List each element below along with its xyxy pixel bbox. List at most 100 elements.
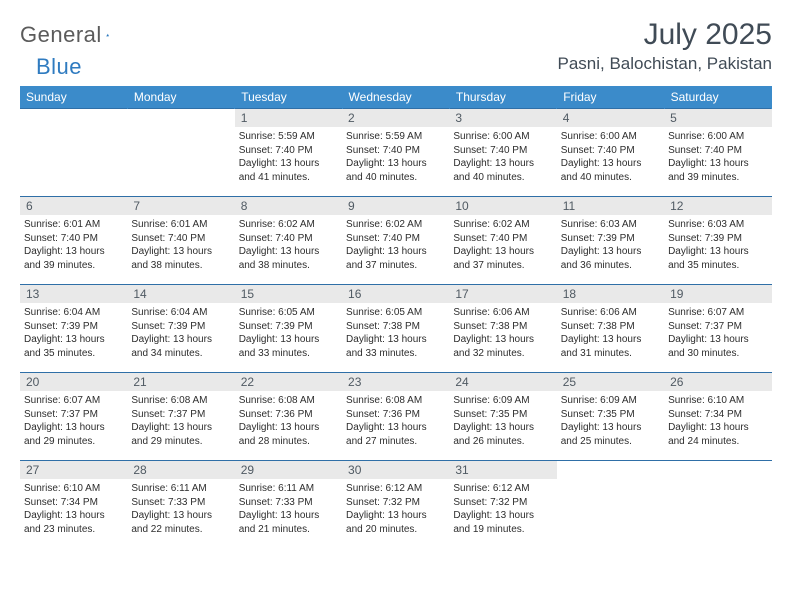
brand-sail-icon [106,25,110,45]
day-number: 9 [342,197,449,215]
sunrise-text: Sunrise: 6:08 AM [239,394,338,408]
weekday-header: Sunday [20,86,127,109]
daylight-text: Daylight: 13 hours and 40 minutes. [561,157,660,184]
day-details: Sunrise: 6:10 AMSunset: 7:34 PMDaylight:… [20,479,127,540]
day-number: 31 [449,461,556,479]
sunrise-text: Sunrise: 6:03 AM [561,218,660,232]
calendar-day-cell: 23Sunrise: 6:08 AMSunset: 7:36 PMDayligh… [342,373,449,461]
daylight-text: Daylight: 13 hours and 29 minutes. [131,421,230,448]
calendar-week-row: 20Sunrise: 6:07 AMSunset: 7:37 PMDayligh… [20,373,772,461]
day-details: Sunrise: 6:12 AMSunset: 7:32 PMDaylight:… [449,479,556,540]
daylight-text: Daylight: 13 hours and 40 minutes. [346,157,445,184]
calendar-day-cell: 15Sunrise: 6:05 AMSunset: 7:39 PMDayligh… [235,285,342,373]
day-details: Sunrise: 6:07 AMSunset: 7:37 PMDaylight:… [20,391,127,452]
day-number: 24 [449,373,556,391]
sunset-text: Sunset: 7:38 PM [561,320,660,334]
calendar-week-row: 27Sunrise: 6:10 AMSunset: 7:34 PMDayligh… [20,461,772,549]
sunset-text: Sunset: 7:35 PM [561,408,660,422]
sunset-text: Sunset: 7:36 PM [239,408,338,422]
sunrise-text: Sunrise: 6:01 AM [24,218,123,232]
sunrise-text: Sunrise: 6:10 AM [24,482,123,496]
sunrise-text: Sunrise: 6:02 AM [239,218,338,232]
day-number: 8 [235,197,342,215]
day-details: Sunrise: 6:11 AMSunset: 7:33 PMDaylight:… [127,479,234,540]
sunrise-text: Sunrise: 6:04 AM [131,306,230,320]
calendar-day-cell: . [20,109,127,197]
daylight-text: Daylight: 13 hours and 28 minutes. [239,421,338,448]
sunrise-text: Sunrise: 6:00 AM [453,130,552,144]
daylight-text: Daylight: 13 hours and 27 minutes. [346,421,445,448]
daylight-text: Daylight: 13 hours and 40 minutes. [453,157,552,184]
day-details: Sunrise: 6:02 AMSunset: 7:40 PMDaylight:… [235,215,342,276]
sunrise-text: Sunrise: 5:59 AM [346,130,445,144]
sunset-text: Sunset: 7:34 PM [668,408,767,422]
day-number: 15 [235,285,342,303]
sunrise-text: Sunrise: 6:12 AM [346,482,445,496]
weekday-header: Thursday [449,86,556,109]
sunrise-text: Sunrise: 6:00 AM [561,130,660,144]
daylight-text: Daylight: 13 hours and 24 minutes. [668,421,767,448]
day-number: 4 [557,109,664,127]
weekday-header: Monday [127,86,234,109]
sunset-text: Sunset: 7:34 PM [24,496,123,510]
calendar-day-cell: 20Sunrise: 6:07 AMSunset: 7:37 PMDayligh… [20,373,127,461]
sunset-text: Sunset: 7:39 PM [131,320,230,334]
sunset-text: Sunset: 7:33 PM [239,496,338,510]
calendar-day-cell: 1Sunrise: 5:59 AMSunset: 7:40 PMDaylight… [235,109,342,197]
day-number: 17 [449,285,556,303]
daylight-text: Daylight: 13 hours and 34 minutes. [131,333,230,360]
day-details: Sunrise: 6:01 AMSunset: 7:40 PMDaylight:… [20,215,127,276]
day-number: 29 [235,461,342,479]
sunset-text: Sunset: 7:40 PM [346,232,445,246]
day-number: 19 [664,285,771,303]
calendar-day-cell: 24Sunrise: 6:09 AMSunset: 7:35 PMDayligh… [449,373,556,461]
day-details: Sunrise: 6:05 AMSunset: 7:39 PMDaylight:… [235,303,342,364]
sunset-text: Sunset: 7:32 PM [346,496,445,510]
daylight-text: Daylight: 13 hours and 22 minutes. [131,509,230,536]
calendar-day-cell: 7Sunrise: 6:01 AMSunset: 7:40 PMDaylight… [127,197,234,285]
day-details: Sunrise: 6:05 AMSunset: 7:38 PMDaylight:… [342,303,449,364]
day-number: 30 [342,461,449,479]
sunset-text: Sunset: 7:32 PM [453,496,552,510]
day-details: Sunrise: 6:09 AMSunset: 7:35 PMDaylight:… [449,391,556,452]
sunrise-text: Sunrise: 6:03 AM [668,218,767,232]
day-number: 2 [342,109,449,127]
daylight-text: Daylight: 13 hours and 38 minutes. [239,245,338,272]
sunset-text: Sunset: 7:39 PM [668,232,767,246]
day-details: Sunrise: 6:10 AMSunset: 7:34 PMDaylight:… [664,391,771,452]
sunrise-text: Sunrise: 6:07 AM [668,306,767,320]
day-details: Sunrise: 6:08 AMSunset: 7:37 PMDaylight:… [127,391,234,452]
sunrise-text: Sunrise: 6:11 AM [131,482,230,496]
brand-part1: General [20,22,102,48]
brand-logo: General [20,18,130,48]
daylight-text: Daylight: 13 hours and 25 minutes. [561,421,660,448]
daylight-text: Daylight: 13 hours and 33 minutes. [239,333,338,360]
weekday-header: Wednesday [342,86,449,109]
weekday-header: Tuesday [235,86,342,109]
sunset-text: Sunset: 7:37 PM [131,408,230,422]
weekday-header: Friday [557,86,664,109]
sunset-text: Sunset: 7:39 PM [561,232,660,246]
daylight-text: Daylight: 13 hours and 31 minutes. [561,333,660,360]
calendar-day-cell: 27Sunrise: 6:10 AMSunset: 7:34 PMDayligh… [20,461,127,549]
sunset-text: Sunset: 7:33 PM [131,496,230,510]
day-number: 11 [557,197,664,215]
day-details: Sunrise: 6:07 AMSunset: 7:37 PMDaylight:… [664,303,771,364]
sunset-text: Sunset: 7:40 PM [24,232,123,246]
sunset-text: Sunset: 7:38 PM [346,320,445,334]
daylight-text: Daylight: 13 hours and 39 minutes. [668,157,767,184]
calendar-day-cell: 6Sunrise: 6:01 AMSunset: 7:40 PMDaylight… [20,197,127,285]
calendar-day-cell: 14Sunrise: 6:04 AMSunset: 7:39 PMDayligh… [127,285,234,373]
sunset-text: Sunset: 7:40 PM [131,232,230,246]
sunrise-text: Sunrise: 6:05 AM [346,306,445,320]
sunrise-text: Sunrise: 6:02 AM [346,218,445,232]
calendar-day-cell: . [664,461,771,549]
calendar-day-cell: 31Sunrise: 6:12 AMSunset: 7:32 PMDayligh… [449,461,556,549]
calendar-day-cell: 17Sunrise: 6:06 AMSunset: 7:38 PMDayligh… [449,285,556,373]
daylight-text: Daylight: 13 hours and 20 minutes. [346,509,445,536]
day-details: Sunrise: 5:59 AMSunset: 7:40 PMDaylight:… [342,127,449,188]
calendar-day-cell: 18Sunrise: 6:06 AMSunset: 7:38 PMDayligh… [557,285,664,373]
sunrise-text: Sunrise: 6:09 AM [453,394,552,408]
calendar-day-cell: 19Sunrise: 6:07 AMSunset: 7:37 PMDayligh… [664,285,771,373]
day-number: 28 [127,461,234,479]
